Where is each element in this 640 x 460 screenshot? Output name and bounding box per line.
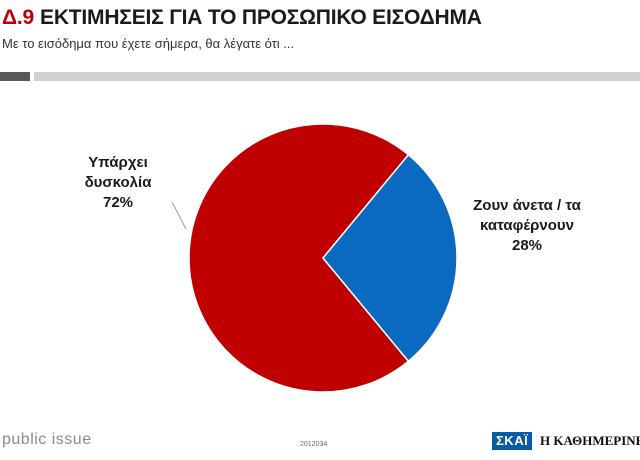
title-text: ΕΚΤΙΜΗΣΕΙΣ ΓΙΑ ΤΟ ΠΡΟΣΩΠΙΚΟ ΕΙΣΟΔΗΜΑ [40,6,482,29]
page-title: Δ.9 ΕΚΤΙΜΗΣΕΙΣ ΓΙΑ ΤΟ ΠΡΟΣΩΠΙΚΟ ΕΙΣΟΔΗΜΑ [2,6,482,30]
kathimerini-logo: Η ΚΑΘΗΜΕΡΙΝΗ [540,433,640,448]
header-bar-dark [0,72,30,81]
title-code: Δ.9 [2,6,35,29]
pie-slices [188,123,458,393]
pie-slice-1 [322,153,458,363]
slice-label-1: καταφέρνουν [480,217,574,234]
leader-lines [171,201,187,230]
footer-code: 2012034 [300,441,328,448]
slice-label-0: δυσκολία [85,174,153,191]
footer-brand: public issue [2,431,92,448]
page-subtitle: Με το εισόδημα που έχετε σήμερα, θα λέγα… [2,36,295,51]
slice-labels: Υπάρχει δυσκολία 72% Ζουν άνετα / τα καταφέρ… [85,154,582,254]
pie-slice-0 [188,123,410,393]
slice-label-1: Ζουν άνετα / τα [473,197,582,214]
leader-line-0 [171,201,187,230]
pie-chart: Υπάρχει δυσκολία 72% Ζουν άνετα / τα καταφέρ… [85,123,582,393]
header-bar-light [34,72,640,81]
skai-logo: ΣΚΑΪ [492,432,533,450]
slice-label-0: Υπάρχει [88,154,148,171]
slice-value-label-1: 28% [512,237,542,254]
slice-value-label-0: 72% [103,194,133,211]
